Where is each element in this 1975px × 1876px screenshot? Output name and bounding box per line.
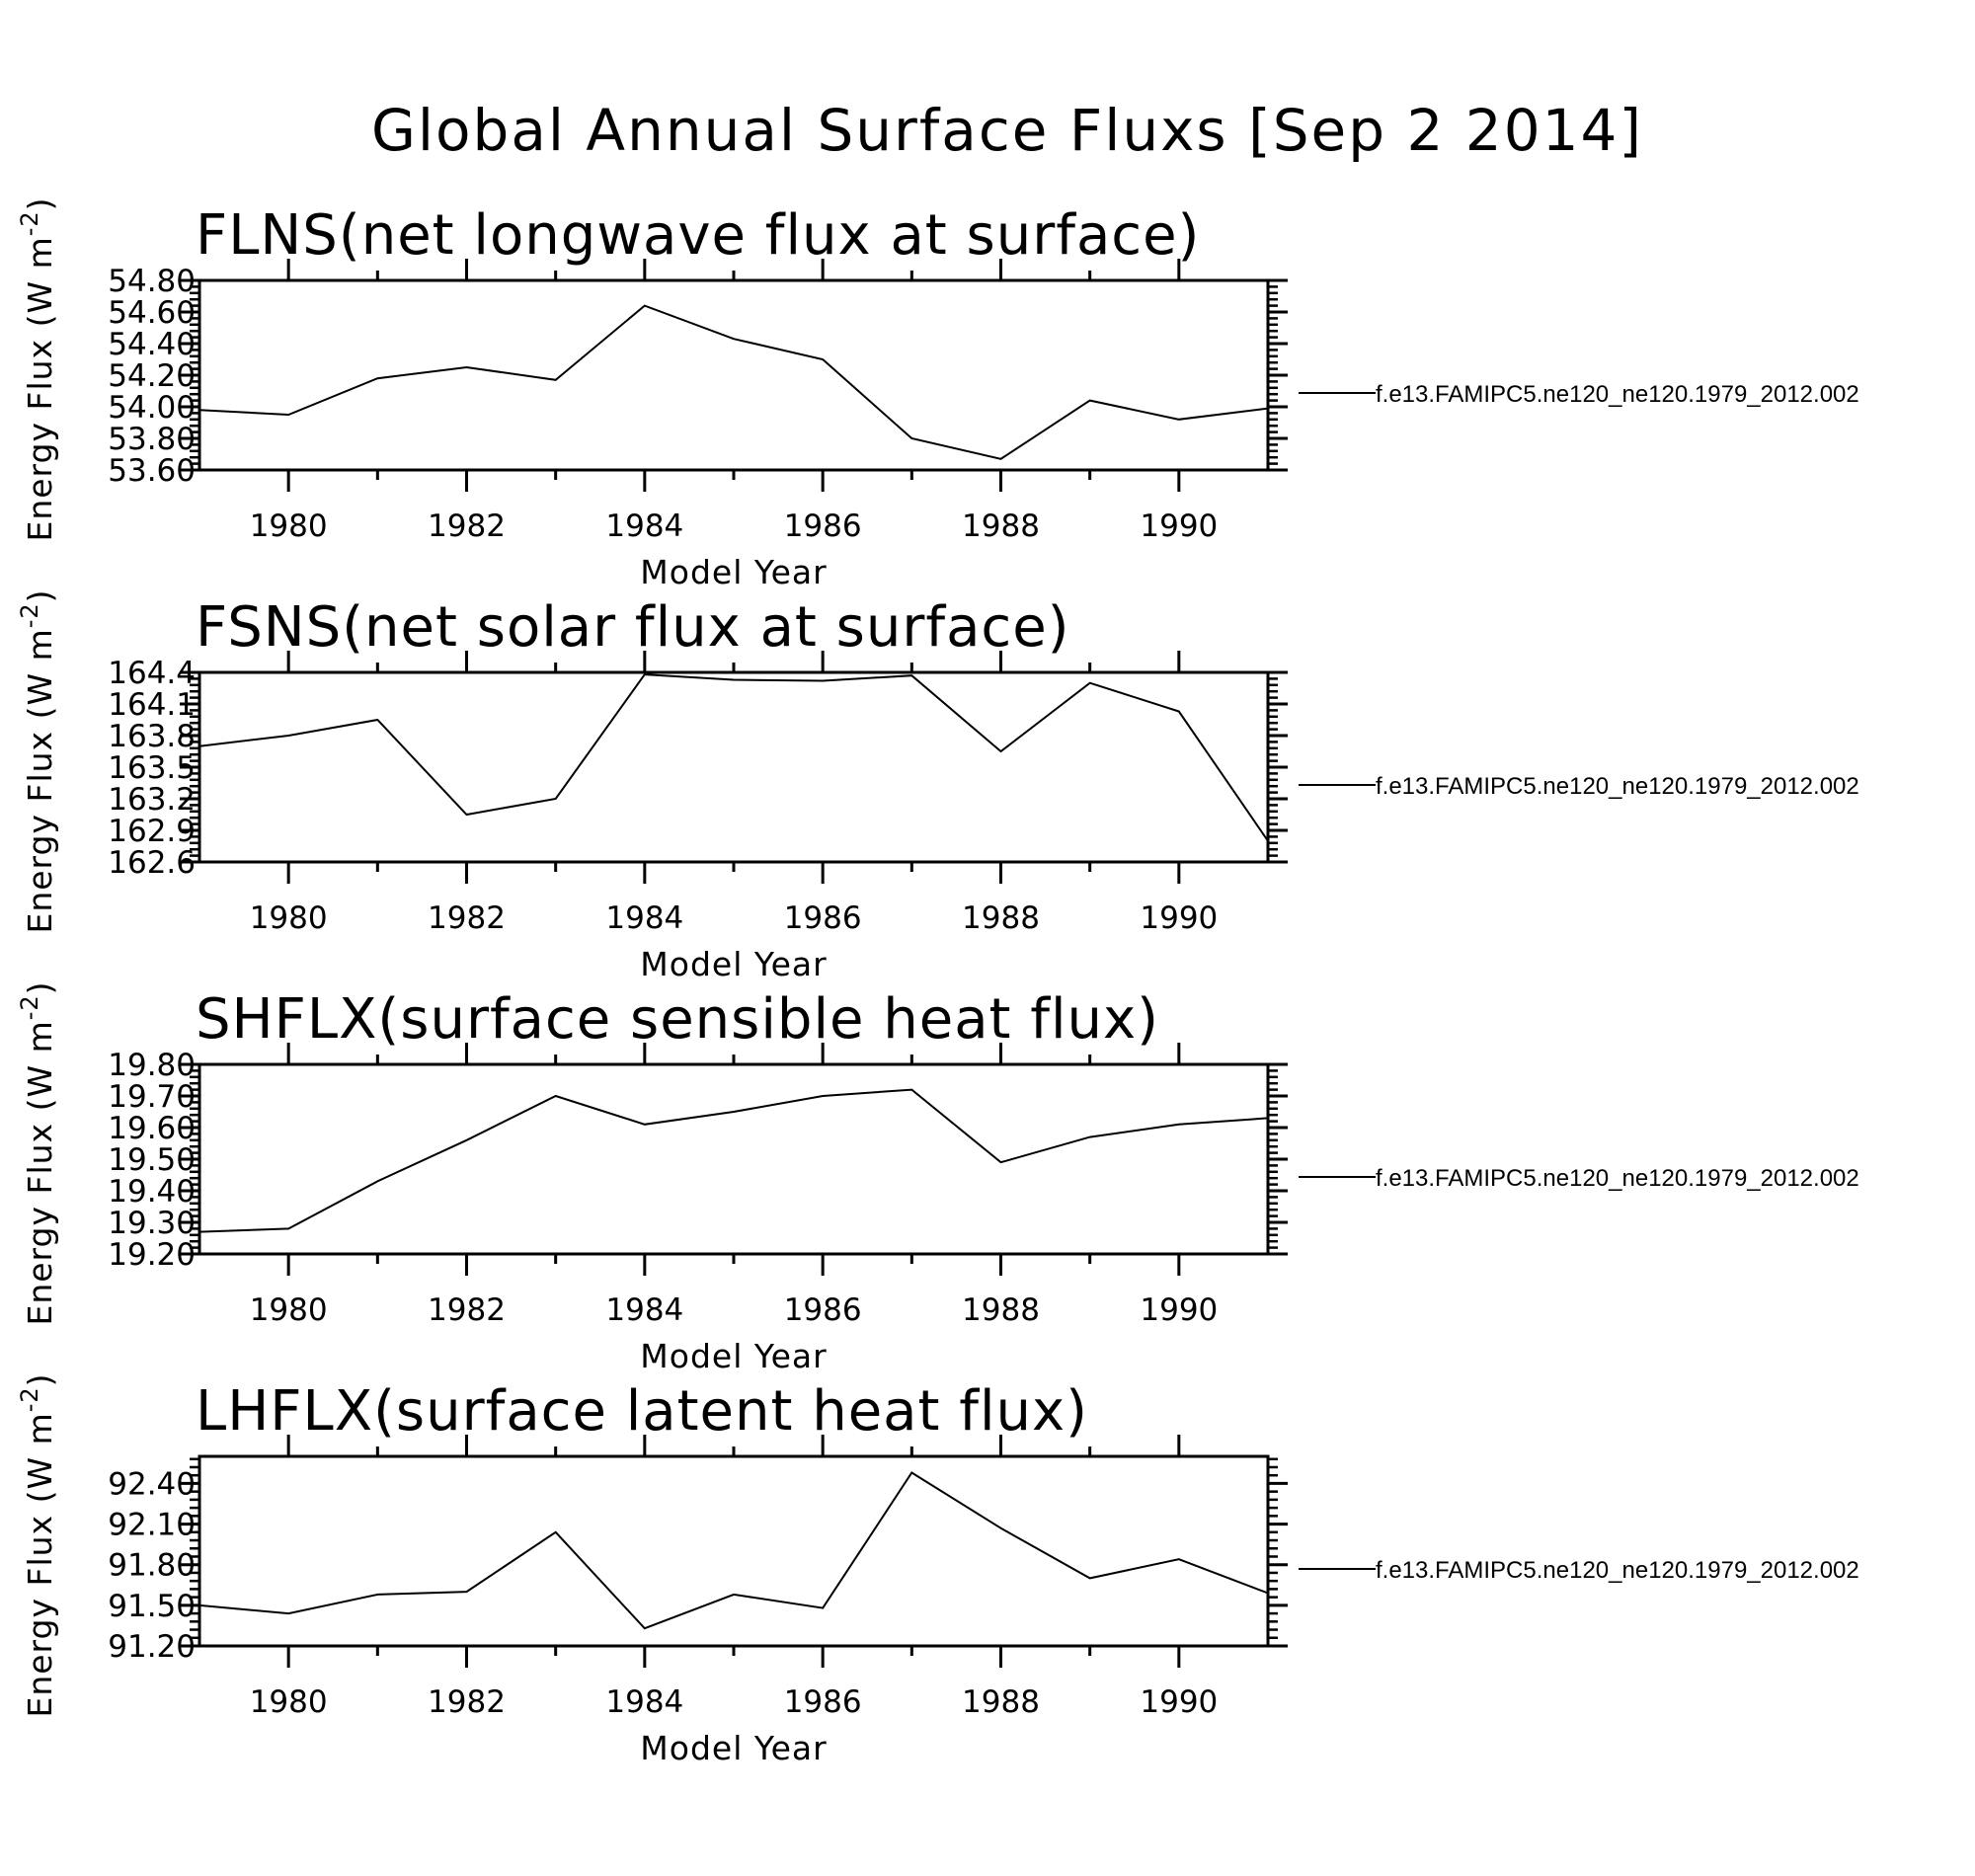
x-tick-label: 1990 [1140,508,1218,544]
panel-title: LHFLX(surface latent heat flux) [196,1379,1088,1444]
y-tick-label: 19.60 [108,1111,196,1146]
y-tick-label: 54.40 [108,327,196,362]
y-axis-label-sup: -2 [16,1386,43,1412]
y-axis-label-close: ) [21,1372,59,1386]
legend-label: f.e13.FAMIPC5.ne120_ne120.1979_2012.002 [1376,381,1859,408]
x-tick-label: 1982 [428,1684,506,1720]
y-tick-label: 91.20 [108,1629,196,1665]
panel-2: FSNS(net solar flux at surface) 1980 1982 1… [16,588,1859,983]
main-title: Global Annual Surface Fluxs [Sep 2 2014] [371,97,1643,164]
x-tick-label: 1984 [605,1684,683,1720]
y-tick-label: 163.2 [108,782,196,818]
x-axis-label: Model Year [640,1729,827,1767]
y-tick-label: 92.40 [108,1466,196,1502]
y-tick-label: 54.20 [108,358,196,394]
y-axis-label: Energy Flux (W m-2) [16,980,59,1325]
x-tick-label: 1988 [962,508,1040,544]
y-tick-label: 19.70 [108,1079,196,1115]
y-axis-label-sup: -2 [16,602,43,628]
y-axis-label: Energy Flux (W m-2) [16,196,59,541]
y-tick-label: 91.80 [108,1548,196,1584]
legend-label: f.e13.FAMIPC5.ne120_ne120.1979_2012.002 [1376,773,1859,800]
x-tick-label: 1986 [784,508,862,544]
panel-title: SHFLX(surface sensible heat flux) [196,987,1159,1052]
x-tick-label: 1984 [605,508,683,544]
panel-title: FSNS(net solar flux at surface) [196,595,1070,660]
y-axis-label-text: Energy Flux (W m [21,1020,59,1325]
x-tick-label: 1984 [605,1292,683,1328]
x-tick-label: 1988 [962,1684,1040,1720]
y-tick-label: 163.5 [108,750,196,786]
y-tick-label: 19.30 [108,1206,196,1241]
x-tick-label: 1980 [250,508,328,544]
y-tick-label: 53.80 [108,422,196,457]
x-tick-label: 1986 [784,1292,862,1328]
panel-title: FLNS(net longwave flux at surface) [196,203,1200,268]
x-tick-label: 1982 [428,508,506,544]
y-axis-label: Energy Flux (W m-2) [16,588,59,933]
x-tick-label: 1982 [428,1292,506,1328]
y-axis-label-close: ) [21,980,59,994]
x-tick-label: 1980 [250,1292,328,1328]
x-axis-label: Model Year [640,945,827,983]
y-tick-label: 162.9 [108,814,196,849]
y-tick-label: 163.8 [108,719,196,754]
plot-frame [199,1064,1268,1254]
x-tick-label: 1988 [962,900,1040,936]
plot-frame [199,280,1268,470]
y-tick-label: 162.6 [108,845,196,881]
y-tick-label: 164.1 [108,687,196,723]
y-axis-label: Energy Flux (W m-2) [16,1372,59,1717]
y-tick-label: 54.60 [108,295,196,331]
legend-label: f.e13.FAMIPC5.ne120_ne120.1979_2012.002 [1376,1557,1859,1584]
x-tick-label: 1990 [1140,900,1218,936]
x-axis-label: Model Year [640,1337,827,1375]
y-tick-label: 19.50 [108,1142,196,1178]
x-tick-label: 1980 [250,1684,328,1720]
x-tick-label: 1990 [1140,1292,1218,1328]
plot-frame [199,1456,1268,1646]
plot-frame [199,672,1268,862]
series-line [199,1090,1268,1232]
y-tick-label: 164.4 [108,656,196,691]
x-tick-label: 1988 [962,1292,1040,1328]
series-line [199,674,1268,841]
y-tick-label: 91.50 [108,1589,196,1624]
panel-4: LHFLX(surface latent heat flux) 1980 1982 1… [16,1372,1859,1767]
y-tick-label: 19.80 [108,1048,196,1083]
x-tick-label: 1980 [250,900,328,936]
panel-3: SHFLX(surface sensible heat flux) 1980 198… [16,980,1859,1375]
series-line [199,306,1268,459]
x-tick-label: 1984 [605,900,683,936]
y-tick-label: 53.60 [108,453,196,489]
y-tick-label: 54.80 [108,264,196,299]
y-axis-label-close: ) [21,588,59,602]
x-tick-label: 1990 [1140,1684,1218,1720]
x-tick-label: 1986 [784,900,862,936]
y-tick-label: 19.20 [108,1237,196,1273]
series-line [199,1473,1268,1629]
panel-1: FLNS(net longwave flux at surface) 1980 19… [16,196,1859,591]
y-axis-label-text: Energy Flux (W m [21,1412,59,1717]
y-axis-label-text: Energy Flux (W m [21,236,59,541]
y-axis-label-text: Energy Flux (W m [21,628,59,933]
y-axis-label-sup: -2 [16,994,43,1020]
y-tick-label: 54.00 [108,390,196,426]
y-tick-label: 19.40 [108,1174,196,1210]
y-tick-label: 92.10 [108,1508,196,1543]
x-tick-label: 1986 [784,1684,862,1720]
x-axis-label: Model Year [640,553,827,591]
x-tick-label: 1982 [428,900,506,936]
y-axis-label-close: ) [21,196,59,210]
y-axis-label-sup: -2 [16,210,43,236]
legend-label: f.e13.FAMIPC5.ne120_ne120.1979_2012.002 [1376,1165,1859,1192]
